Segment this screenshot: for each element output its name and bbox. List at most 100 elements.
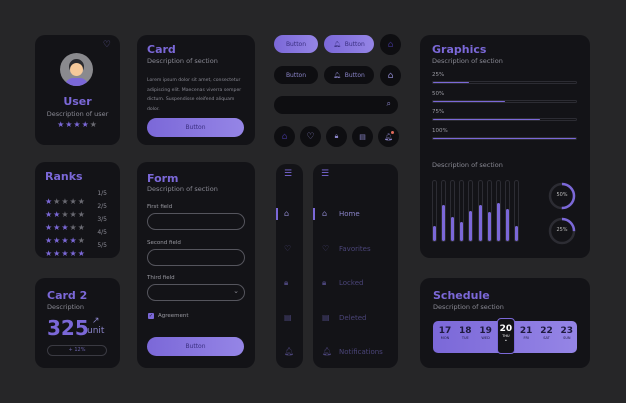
heart-icon: ♡ bbox=[322, 243, 330, 253]
menu-icon[interactable]: ☰ bbox=[284, 169, 293, 179]
graphics-title: Graphics bbox=[432, 43, 487, 56]
rank-stars: ★★★★★ bbox=[45, 236, 86, 245]
trash-icon: ▤ bbox=[359, 132, 366, 141]
bell-icon: 🔔︎ bbox=[333, 40, 341, 48]
schedule-card: Schedule Description of section 17 MON 18 T… bbox=[420, 278, 590, 368]
rank-row: ★★★★★ 3/5 bbox=[45, 215, 115, 234]
ranks-title: Ranks bbox=[45, 170, 83, 183]
trend-up-icon: ↗ bbox=[92, 316, 100, 326]
day-sat[interactable]: 22 SAT bbox=[540, 326, 553, 340]
rank-label: 4/5 bbox=[97, 229, 107, 236]
rank-label: 3/5 bbox=[97, 216, 107, 223]
search-input[interactable]: ⌕ bbox=[274, 96, 398, 114]
ring-chart: 50% bbox=[547, 181, 577, 211]
search-icon[interactable]: ⌕ bbox=[386, 99, 391, 108]
rank-label: 2/5 bbox=[97, 203, 107, 210]
home-icon: ⌂ bbox=[387, 39, 394, 50]
day-tue[interactable]: 18 TUE bbox=[459, 326, 472, 340]
day-thu[interactable]: 20 THU • bbox=[496, 318, 515, 354]
progress-label: 75% bbox=[432, 109, 445, 115]
bell-icon: 🔔︎ bbox=[322, 347, 333, 356]
heart-icon[interactable]: ♡ bbox=[102, 40, 111, 50]
home-icon[interactable]: ⌂ bbox=[284, 209, 290, 218]
ring-label: 25% bbox=[556, 227, 568, 233]
ring-chart: 25% bbox=[547, 216, 577, 246]
day-wed[interactable]: 19 WED bbox=[479, 326, 492, 340]
bell-icon-button[interactable]: 🔔︎ bbox=[378, 126, 399, 147]
user-card: ♡ User Description of user ★★★★★ bbox=[35, 35, 120, 145]
second-field-input[interactable] bbox=[147, 249, 245, 266]
progress-label: 100% bbox=[432, 127, 448, 134]
rank-row: ★★★★★ 2/5 bbox=[45, 202, 115, 221]
third-field-select[interactable]: ⌄ bbox=[147, 284, 245, 301]
home-icon-button[interactable]: ⌂ bbox=[380, 34, 401, 55]
bar bbox=[450, 180, 456, 242]
lock-icon[interactable]: 🔒︎ bbox=[284, 278, 289, 287]
dark-home-button[interactable]: ⌂ bbox=[380, 65, 401, 86]
lock-icon: 🔒︎ bbox=[334, 132, 339, 140]
rank-stars: ★★★★★ bbox=[45, 210, 86, 219]
form-description: Description of section bbox=[147, 185, 218, 193]
card2-value: 325 bbox=[47, 316, 89, 340]
rank-row: ★★★★★ 4/5 bbox=[45, 228, 115, 247]
day-mon[interactable]: 17 MON bbox=[438, 326, 452, 340]
heart-icon-button[interactable]: ♡ bbox=[300, 126, 321, 147]
day-strip: 17 MON 18 TUE 19 WED 20 THU • 21 FRI 22 SAT 23 SUN bbox=[433, 318, 577, 354]
first-field-label: First field bbox=[147, 204, 173, 210]
bell-icon[interactable]: 🔔︎ bbox=[284, 347, 295, 356]
chevron-down-icon: ⌄ bbox=[233, 287, 239, 295]
ring-label: 50% bbox=[556, 192, 568, 198]
primary-button[interactable]: Button bbox=[274, 35, 318, 53]
form-card: Form Description of section First field … bbox=[137, 162, 255, 368]
heart-icon[interactable]: ♡ bbox=[284, 243, 292, 253]
home-icon: ⌂ bbox=[322, 209, 328, 218]
change-badge: + 12% bbox=[47, 345, 107, 356]
bar bbox=[495, 180, 501, 242]
rank-stars: ★★★★★ bbox=[45, 197, 86, 206]
trash-icon-button[interactable]: ▤ bbox=[352, 126, 373, 147]
third-field-label: Third field bbox=[147, 275, 175, 281]
schedule-description: Description of section bbox=[433, 303, 504, 311]
card2-description: Description bbox=[47, 303, 85, 311]
progress-bar bbox=[432, 136, 577, 140]
home-icon: ⌂ bbox=[387, 70, 394, 81]
heart-icon: ♡ bbox=[306, 131, 315, 142]
progress-label: 25% bbox=[432, 72, 445, 78]
bar bbox=[459, 180, 465, 242]
bar bbox=[504, 180, 510, 242]
rank-stars: ★★★★★ bbox=[45, 249, 86, 258]
lock-icon-button[interactable]: 🔒︎ bbox=[326, 126, 347, 147]
second-field-label: Second field bbox=[147, 240, 181, 246]
user-rating: ★★★★★ bbox=[57, 120, 98, 129]
trash-icon[interactable]: ▤ bbox=[284, 312, 292, 322]
progress-label: 50% bbox=[432, 90, 445, 97]
form-title: Form bbox=[147, 172, 179, 185]
stat-card: Card 2 Description 325 ↗ unit + 12% bbox=[35, 278, 120, 368]
agreement-checkbox[interactable]: ✓ bbox=[148, 313, 154, 319]
graphics-description-2: Description of section bbox=[432, 161, 503, 169]
day-fri[interactable]: 21 FRI bbox=[519, 326, 533, 340]
progress-bar bbox=[432, 81, 577, 84]
primary-bell-button[interactable]: 🔔︎ Button bbox=[324, 35, 374, 53]
rank-label: 1/5 bbox=[97, 190, 107, 197]
form-submit-button[interactable]: Button bbox=[147, 337, 244, 356]
expanded-sidebar: ☰ ⌂ Home ♡ Favorites 🔒︎ Locked ▤ Deleted 🔔︎ Notif… bbox=[313, 164, 398, 368]
dark-button[interactable]: Button bbox=[274, 66, 318, 84]
card-button[interactable]: Button bbox=[147, 118, 244, 137]
user-name: User bbox=[63, 95, 92, 108]
card-title: Card bbox=[147, 43, 176, 56]
home-icon-button[interactable]: ⌂ bbox=[274, 126, 295, 147]
first-field-input[interactable] bbox=[147, 213, 245, 230]
bar bbox=[486, 180, 492, 242]
menu-icon[interactable]: ☰ bbox=[321, 169, 330, 179]
user-description: Description of user bbox=[46, 110, 109, 118]
collapsed-sidebar: ☰ ⌂ ♡ 🔒︎ ▤ 🔔︎ bbox=[276, 164, 303, 368]
rank-label: 5/5 bbox=[97, 242, 107, 249]
ring-fill bbox=[548, 182, 576, 210]
card2-title: Card 2 bbox=[47, 289, 88, 302]
day-sun[interactable]: 23 SUN bbox=[560, 326, 574, 340]
trash-icon: ▤ bbox=[322, 312, 330, 322]
progress-bar bbox=[432, 99, 577, 103]
dark-bell-button[interactable]: 🔔︎ Button bbox=[324, 66, 374, 84]
bar bbox=[441, 180, 447, 242]
